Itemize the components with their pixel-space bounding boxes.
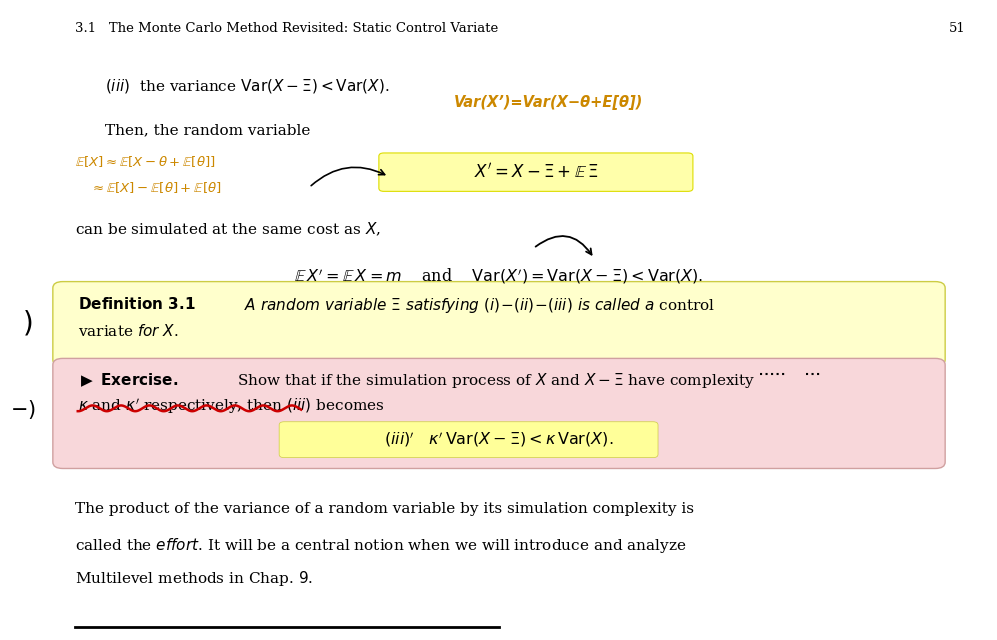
Text: variate $\mathit{for}$ $X$.: variate $\mathit{for}$ $X$. — [78, 323, 178, 339]
Text: can be simulated at the same cost as $X$,: can be simulated at the same cost as $X$… — [75, 221, 381, 238]
Text: $(iii)'$   $\kappa'\,\mathrm{Var}(X - \Xi) < \kappa\,\mathrm{Var}(X).$: $(iii)'$ $\kappa'\,\mathrm{Var}(X - \Xi)… — [384, 430, 613, 449]
Text: $\approx \mathbb{E}[X] - \mathbb{E}[\theta] + \mathbb{E}[\theta]$: $\approx \mathbb{E}[X] - \mathbb{E}[\the… — [90, 180, 221, 195]
Text: $\mathit{A\ random\ variable}$ $\Xi$ $\mathit{satisfying\ (i)\!-\!(ii)\!-\!(iii): $\mathit{A\ random\ variable}$ $\Xi$ $\m… — [244, 296, 716, 315]
Text: Show that if the simulation process of $X$ and $X - \Xi$ have complexity: Show that if the simulation process of $… — [237, 371, 756, 390]
Text: 51: 51 — [949, 22, 965, 35]
Text: $\kappa$ and $\kappa'$ respectively, then $(iii)$ becomes: $\kappa$ and $\kappa'$ respectively, the… — [78, 397, 385, 417]
FancyBboxPatch shape — [379, 153, 693, 191]
Text: $X' = X - \Xi + \mathbb{E}\,\Xi$: $X' = X - \Xi + \mathbb{E}\,\Xi$ — [475, 163, 598, 182]
Text: $\mathbf{Definition\ 3.1}$: $\mathbf{Definition\ 3.1}$ — [78, 296, 195, 312]
Text: $\mathbb{E}[X] \approx \mathbb{E}[X - \theta + \mathbb{E}[\theta]]$: $\mathbb{E}[X] \approx \mathbb{E}[X - \t… — [75, 154, 215, 168]
Text: Then, the random variable: Then, the random variable — [105, 123, 310, 137]
Text: $-)$: $-)$ — [10, 398, 36, 421]
Text: Var(X’)=Var(X−θ+E[θ]): Var(X’)=Var(X−θ+E[θ]) — [454, 95, 643, 109]
FancyBboxPatch shape — [53, 282, 945, 366]
Text: $)$: $)$ — [22, 308, 32, 338]
Text: 3.1   The Monte Carlo Method Revisited: Static Control Variate: 3.1 The Monte Carlo Method Revisited: St… — [75, 22, 498, 35]
Text: Multilevel methods in Chap. $9$.: Multilevel methods in Chap. $9$. — [75, 569, 313, 588]
FancyBboxPatch shape — [53, 358, 945, 468]
Text: $(iii)$  the variance $\mathrm{Var}(X - \Xi) < \mathrm{Var}(X)$.: $(iii)$ the variance $\mathrm{Var}(X - \… — [105, 77, 389, 95]
Text: $\mathbb{E}\,X' = \mathbb{E}\,X = m$    and    $\mathrm{Var}(X') = \mathrm{Var}(: $\mathbb{E}\,X' = \mathbb{E}\,X = m$ and… — [294, 267, 703, 286]
Text: called the $\mathit{effort}$. It will be a central notion when we will introduce: called the $\mathit{effort}$. It will be… — [75, 536, 686, 555]
Text: The product of the variance of a random variable by its simulation complexity is: The product of the variance of a random … — [75, 502, 694, 516]
FancyBboxPatch shape — [279, 422, 658, 458]
Text: $\blacktriangleright$ $\mathbf{Exercise.}$: $\blacktriangleright$ $\mathbf{Exercise.… — [78, 371, 178, 389]
